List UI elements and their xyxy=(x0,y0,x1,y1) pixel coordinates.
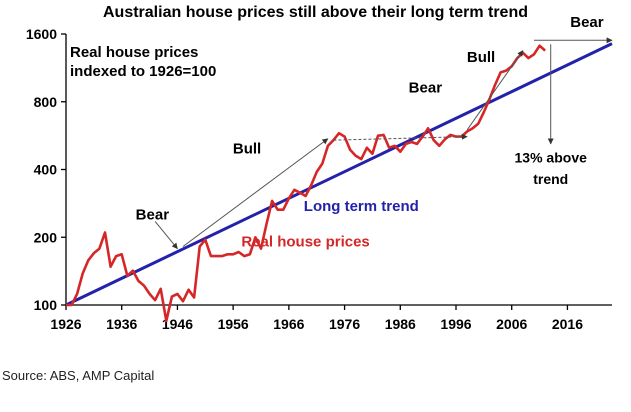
y-tick-label: 400 xyxy=(34,162,58,178)
x-tick-label: 1936 xyxy=(106,316,137,332)
bear-arrow-1970s-90s xyxy=(333,133,468,141)
chart-subtitle-line-2: indexed to 1926=100 xyxy=(70,63,216,80)
chart-subtitle-line-1: Real house prices xyxy=(70,44,198,61)
x-tick-label: 1946 xyxy=(162,316,193,332)
y-tick-label: 100 xyxy=(34,297,58,313)
x-tick-label: 1966 xyxy=(273,316,304,332)
plot-area: 100 200 400 800 1600 1926 1936 1946 1956 1966 1976… xyxy=(26,14,613,332)
x-tick-label: 1926 xyxy=(50,316,81,332)
x-tick-label: 1996 xyxy=(440,316,471,332)
annotation-label: Bear xyxy=(136,206,170,223)
y-tick-label: 200 xyxy=(34,229,58,245)
annotation-label: Long term trend xyxy=(304,198,419,215)
x-tick-label: 1956 xyxy=(218,316,249,332)
annotation-label: Bull xyxy=(467,49,495,66)
y-tick-label: 800 xyxy=(34,94,58,110)
bear-arrow-1940s xyxy=(154,221,178,250)
x-tick-label: 2016 xyxy=(552,316,583,332)
source-note: Source: ABS, AMP Capital xyxy=(2,368,155,383)
annotation-label: Real house prices xyxy=(241,233,369,250)
x-tick-label: 2006 xyxy=(496,316,527,332)
bull-arrow-1950s-70s xyxy=(182,138,329,247)
annotation-label: Bear xyxy=(409,79,443,96)
series-line-long-term-trend xyxy=(65,42,613,307)
x-tick-label: 1986 xyxy=(385,316,416,332)
annotation-label: Bull xyxy=(233,141,261,158)
x-tick-label: 1976 xyxy=(329,316,360,332)
chart-title: Australian house prices still above thei… xyxy=(103,4,528,21)
annotation-label: trend xyxy=(533,171,568,187)
series-line-real-house-prices xyxy=(66,44,546,323)
y-tick-label: 1600 xyxy=(26,26,57,42)
bull-arrow-2000s xyxy=(466,50,524,131)
annotation-label: 13% above xyxy=(515,149,588,165)
annotation-label: Bear xyxy=(570,14,604,31)
